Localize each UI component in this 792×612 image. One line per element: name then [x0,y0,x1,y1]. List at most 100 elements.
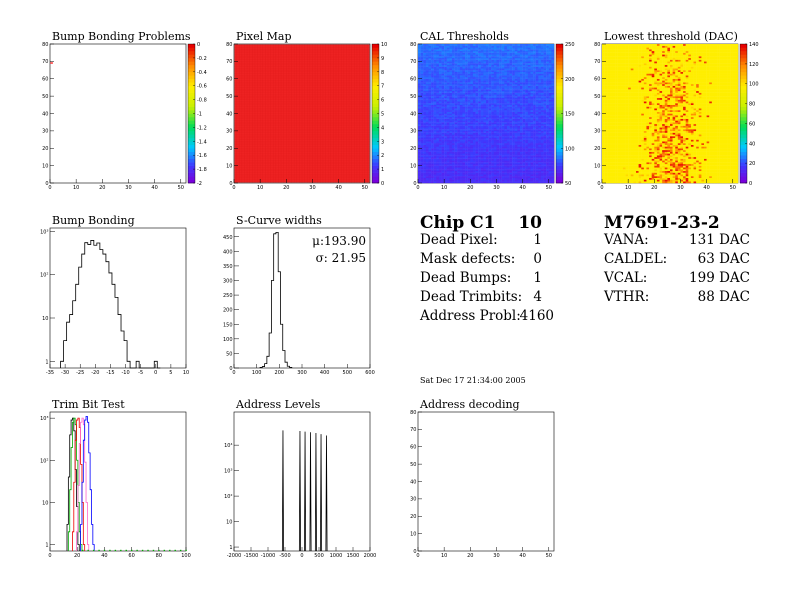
addr-level-peak-6 [325,435,328,552]
lowest_thr-palette-cell [740,165,747,170]
bump_map-ztick: -0.8 [197,98,207,104]
bump_map-xtick: 10 [73,185,79,191]
pixel_map-ztick: 3 [381,139,384,145]
lowest_thr-xtick: 20 [651,185,657,191]
cal_thr-palette-cell [556,96,563,100]
cal_thr-ytick: 50 [410,94,416,100]
cal_thr-palette-cell [556,85,563,90]
cal_thr-ztick: 150 [565,112,575,118]
lowest_thr-xtick: 50 [730,185,736,191]
bump_map-palette-cell [188,148,195,153]
lowest_thr-palette-cell [740,106,747,111]
scurve-hist [259,231,293,368]
lowest_thr-palette-cell [740,68,747,73]
addr_levels-xtick: -500 [279,553,290,559]
addr_dec-ytick: 30 [410,497,416,503]
bump_map-ztick: -0.6 [197,84,207,90]
trim-baseline-dot [158,549,160,551]
bump_map-ztick: -1.2 [197,125,207,131]
addr_dec-ytick: 60 [410,445,416,451]
bump_map-palette-cell [188,64,195,69]
pixel_map-palette-cell [372,134,379,139]
bump_map-ztick: -0.2 [197,56,207,62]
cal_thr-palette-cell [556,78,563,83]
scurve-ytick: 150 [223,322,233,328]
addr_levels-ytick: 10³ [224,469,232,475]
bump_map-palette-cell [188,110,195,114]
trim-baseline-dot [179,549,182,551]
bump_map-ytick: 80 [42,42,48,48]
scurve-frame [233,227,371,369]
bump_map-palette-cell [188,137,195,142]
pixel_map-ytick: 10 [226,163,232,169]
timestamp: Sat Dec 17 21:34:00 2005 [420,376,526,385]
trim-baseline-dot [152,549,155,551]
bump_bond-frame [49,227,187,369]
cal_thr-palette-cell [556,61,563,66]
scurve-ytick: 300 [223,279,233,285]
bump_map-palette-cell [188,144,195,149]
bump_map-palette-cell [188,134,195,139]
cal_thr-ztick: 250 [565,42,575,48]
bump_map-ztick: 0 [197,42,200,48]
scurve-xtick: 400 [320,370,330,376]
lowest_thr-palette-cell [740,103,747,107]
lowest_thr-palette-cell [740,85,747,90]
lowest_thr-palette-cell [740,78,747,83]
scurve-ytick: 0 [229,366,232,372]
addr_dec-xtick: 20 [467,553,473,559]
scurve-ytick: 100 [223,337,233,343]
scurve-ytick: 250 [223,293,233,299]
bump_map-palette-cell [188,103,195,107]
lowest_thr-palette-cell [740,57,747,62]
pixel_map-ytick: 60 [226,77,232,83]
bump_bond-panel: Bump Bonding -35 -30 -25 -20 -15 -10 -5 0 5 10 1 10 1… [40,214,189,376]
addr_levels-frame [233,411,371,552]
addr_levels-xtick: 1500 [347,553,360,559]
pixel_map-palette-cell [372,120,379,125]
chip-summary: Chip C1 10 Dead Pixel: 1 Mask defects: 0 D… [420,212,554,326]
trim-series-0 [66,417,80,551]
bump_map-palette-cell [188,151,195,156]
scurve-xtick: 200 [275,370,285,376]
addr_dec-ytick: 10 [410,531,416,537]
addr_levels-xtick: -1500 [244,553,259,559]
pixel_map-palette-cell [372,158,379,163]
pixel_map-ztick: 1 [381,167,384,173]
cal_thr-xtick: 40 [519,185,525,191]
trim-baseline-dot [82,549,84,551]
bump_bond-xtick: -10 [121,370,129,376]
addr-level-peak-1 [298,430,301,552]
cal_thr-palette-cell [556,103,563,107]
pixel_map-xtick: 30 [309,185,315,191]
lowest_thr-palette-cell [740,176,747,180]
pixel_map-panel: Pixel Map 0 10 20 30 40 50 0 10 20 30 40 50 60 70 80 0 1 2… [226,30,387,191]
pixel_map-palette-cell [372,57,379,62]
lowest_thr-ytick: 60 [594,77,600,83]
lowest_thr-palette-cell [740,82,747,86]
bump_map-palette-cell [188,176,195,180]
scurve-panel: S-Curve widths 0 100 200 300 400 500 600 0 50 100 1… [223,214,375,376]
scurve-title: S-Curve widths [236,214,322,227]
lowest_thr-palette-cell [740,44,747,48]
addr_levels-xtick: -1000 [261,553,276,559]
lowest_thr-ytick: 0 [597,181,600,187]
lowest_thr-palette-cell [740,130,747,135]
bump_map-palette-cell [188,120,195,125]
bump_map-ztick: -1 [197,112,202,118]
bump_map-panel: Bump Bonding Problems 0 10 20 30 40 50 0 10 20 30 4… [42,30,207,191]
pixel_map-palette-cell [372,123,379,128]
pixel_map-ytick: 0 [229,181,232,187]
trim-ytick: 10 [42,500,48,506]
pixel_map-palette-cell [372,99,379,104]
trim-baseline-dot [109,549,111,551]
trim-xtick: 80 [156,553,162,559]
addr_dec-xtick: 40 [519,553,525,559]
bump_map-palette-cell [188,61,195,66]
scurve-xtick: 600 [365,370,375,376]
cal_thr-palette-cell [556,54,563,59]
chip-label: Chip C1 [420,213,496,233]
bump_map-palette-cell [188,57,195,62]
bump_map-palette-cell [188,127,195,132]
cal-thr-cells [418,44,555,184]
